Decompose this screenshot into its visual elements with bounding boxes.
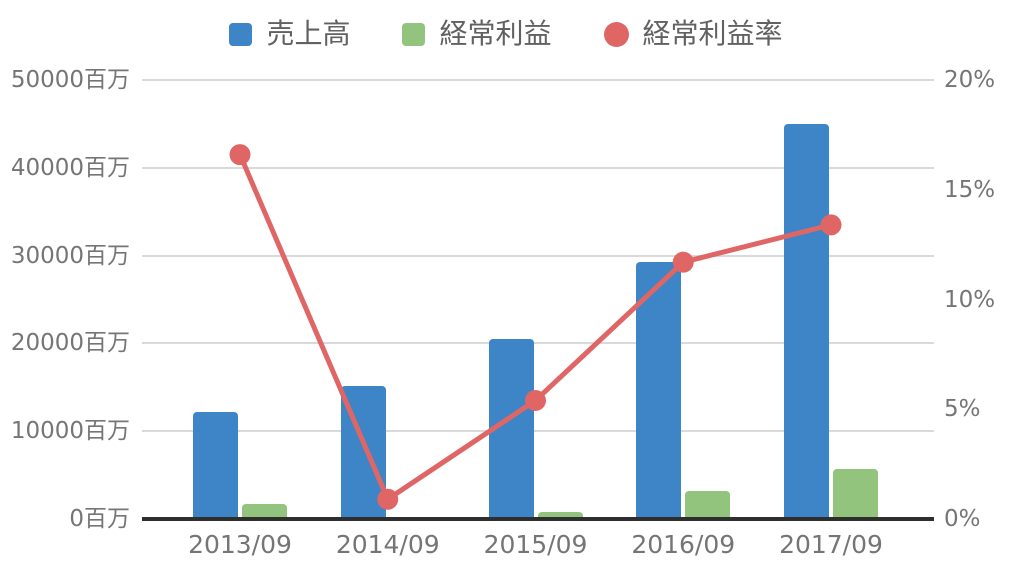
- right-axis-label-15: 15%: [944, 176, 996, 203]
- sales-bar-2013-09[interactable]: [193, 411, 238, 519]
- left-axis-label-40000: 40000百万: [10, 154, 130, 181]
- ordinary-profit-bar-2015-09[interactable]: [537, 512, 583, 519]
- ordinary-profit-legend-square-icon: [402, 22, 426, 46]
- sales-legend-square-icon: [229, 22, 253, 46]
- profit-margin-legend-circle-icon: [603, 21, 629, 47]
- left-axis-label-50000: 50000百万: [10, 67, 130, 93]
- left-axis-label-30000: 30000百万: [10, 242, 130, 269]
- legend-label-profit-margin: 経常利益率: [642, 17, 783, 50]
- legend-label-ordinary-profit: 経常利益: [439, 17, 552, 50]
- profit-margin-point-2016-09[interactable]: [672, 251, 694, 273]
- x-axis-label-2015-09: 2015/09: [483, 530, 588, 559]
- left-axis-label-20000: 20000百万: [10, 330, 130, 357]
- ordinary-profit-bar-2017-09[interactable]: [833, 468, 878, 519]
- profit-margin-line: [237, 152, 834, 502]
- right-axis-label-20: 20%: [944, 67, 996, 93]
- legend-item-ordinary-profit[interactable]: 経常利益: [402, 17, 552, 50]
- right-axis-label-10: 10%: [944, 286, 996, 313]
- legend-label-sales: 売上高: [266, 17, 351, 50]
- left-axis-label-0: 0百万: [69, 506, 130, 532]
- profit-margin-point-2017-09[interactable]: [820, 214, 842, 236]
- right-axis-label-5: 5%: [944, 396, 981, 423]
- sales-bar-2016-09[interactable]: [636, 261, 682, 519]
- profit-margin-point-2014-09[interactable]: [377, 488, 399, 510]
- ordinary-profit-bar-2016-09[interactable]: [685, 491, 731, 519]
- ordinary-profit-bar-2013-09[interactable]: [242, 504, 287, 519]
- left-axis-label-10000: 10000百万: [10, 418, 130, 445]
- right-axis-label-0: 0%: [944, 506, 981, 532]
- sales-bar-2015-09[interactable]: [488, 339, 534, 519]
- sales-bar-2017-09[interactable]: [784, 123, 829, 519]
- chart-legend: 売上高 経常利益 経常利益率: [0, 16, 1012, 52]
- x-axis-label-2014-09: 2014/09: [335, 530, 440, 559]
- profit-margin-point-2015-09[interactable]: [525, 389, 546, 411]
- legend-item-sales[interactable]: 売上高: [229, 20, 350, 48]
- x-axis-label-2017-09: 2017/09: [779, 530, 883, 559]
- x-axis-line: [142, 517, 934, 521]
- x-axis-label-2013-09: 2013/09: [188, 530, 292, 559]
- x-axis-label-2016-09: 2016/09: [631, 530, 736, 559]
- legend-item-profit-margin[interactable]: 経常利益率: [603, 17, 783, 50]
- gridline-50000: [142, 79, 934, 81]
- profit-margin-point-2013-09[interactable]: [229, 144, 251, 166]
